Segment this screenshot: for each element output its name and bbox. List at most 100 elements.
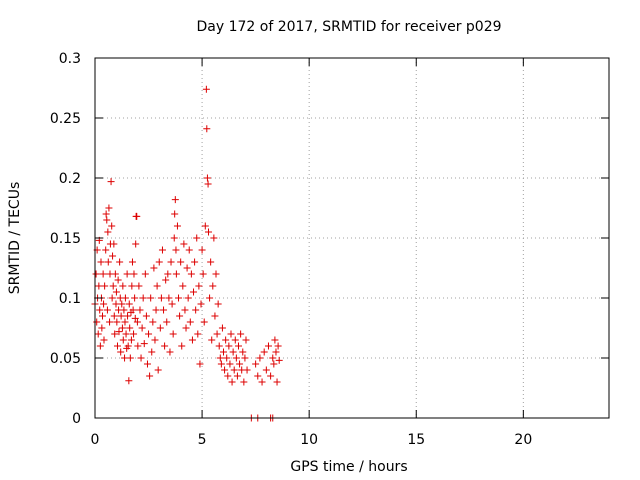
data-point [131,314,139,322]
data-point [184,294,192,302]
data-point [136,306,144,314]
data-point [102,246,110,254]
data-point [229,348,237,356]
data-point [177,258,185,266]
data-point [153,282,161,290]
data-point [271,336,279,344]
data-point [209,282,217,290]
data-point [260,348,268,356]
data-point [128,282,136,290]
data-point [217,360,225,368]
data-point [96,306,104,314]
data-point [147,294,155,302]
data-point [223,354,231,362]
data-point [169,330,177,338]
y-tick-label: 0 [72,411,81,427]
data-point [176,312,184,320]
axis-ticks [94,57,609,419]
data-point [168,300,176,308]
data-point [274,342,282,350]
data-point [141,270,149,278]
data-point [150,264,158,272]
data-point [143,360,151,368]
data-point [142,312,150,320]
data-point [199,270,207,278]
data-point [233,372,241,380]
data-point [117,348,125,356]
data-point [156,324,164,332]
data-point [135,282,143,290]
y-axis-label: SRMTID / TECUs [7,182,23,295]
data-point [112,288,120,296]
data-point [215,342,223,350]
data-point [258,378,266,386]
data-point [110,240,118,248]
data-point [148,348,156,356]
data-point [187,270,195,278]
data-point [117,312,125,320]
y-tick-label: 0.25 [50,111,81,127]
data-point [211,312,219,320]
data-point [205,228,213,236]
data-point [198,246,206,254]
data-point [98,324,106,332]
data-point [206,294,214,302]
data-point [124,312,132,320]
data-point [267,372,275,380]
data-point [232,354,240,362]
data-point [151,336,159,344]
y-tick-label: 0.3 [59,51,81,67]
data-point [126,354,134,362]
data-point [239,348,247,356]
data-point [101,282,109,290]
data-point [171,196,179,204]
data-point [275,356,283,364]
data-point [130,270,138,278]
data-point [183,264,191,272]
grid-lines [95,58,609,418]
data-point [242,336,250,344]
data-point [113,342,121,350]
data-point [221,366,229,374]
data-point [212,270,220,278]
data-point [155,258,163,266]
data-point [203,125,211,133]
data-point [216,354,224,362]
data-point [145,330,153,338]
data-point [121,294,129,302]
data-point [99,270,107,278]
y-tick-label: 0.1 [59,291,81,307]
data-point [119,282,127,290]
x-tick-label: 0 [91,432,100,448]
data-point [202,85,210,93]
data-point [110,312,118,320]
data-point [226,360,234,368]
data-point [115,328,123,336]
x-tick-label: 20 [514,432,532,448]
x-axis-label: GPS time / hours [290,459,407,475]
data-point [125,300,133,308]
data-point [102,210,110,218]
data-point [161,342,169,350]
data-point [178,342,186,350]
x-tick-label: 15 [407,432,425,448]
data-point [121,318,129,326]
data-point [160,306,168,314]
data-point [218,324,226,332]
data-point [192,306,200,314]
data-point [175,294,183,302]
data-point [193,234,201,242]
data-point [214,300,222,308]
data-point [137,354,145,362]
data-point [179,282,187,290]
data-point [224,372,232,380]
data-point [103,216,111,224]
data-point [234,342,242,350]
x-tick-labels: 0 5 10 15 20 [91,432,533,448]
data-point [139,294,147,302]
data-point [111,330,119,338]
data-point [228,378,236,386]
data-point [182,324,190,332]
data-point [109,252,117,260]
data-point [130,330,138,338]
